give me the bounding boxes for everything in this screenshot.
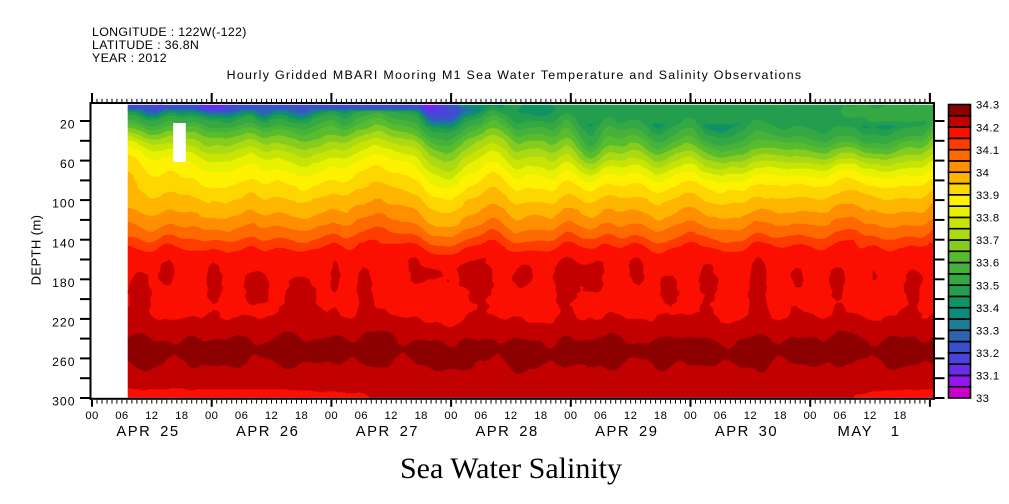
svg-text:18: 18 (534, 410, 547, 422)
svg-text:33: 33 (976, 393, 989, 405)
svg-text:33.8: 33.8 (976, 213, 1000, 225)
svg-text:33.1: 33.1 (976, 371, 1000, 383)
svg-text:18: 18 (654, 410, 667, 422)
svg-text:00: 00 (564, 410, 577, 422)
svg-text:300: 300 (52, 395, 75, 409)
svg-text:06: 06 (833, 410, 846, 422)
svg-text:12: 12 (863, 410, 876, 422)
svg-text:LONGITUDE : 122W(-122): LONGITUDE : 122W(-122) (92, 25, 247, 39)
svg-text:MAY 1: MAY 1 (838, 424, 901, 440)
svg-text:34: 34 (976, 167, 989, 179)
svg-text:APR 25: APR 25 (116, 424, 179, 440)
svg-text:00: 00 (444, 410, 457, 422)
svg-text:18: 18 (295, 410, 308, 422)
svg-text:APR 26: APR 26 (236, 424, 299, 440)
svg-text:APR 27: APR 27 (356, 424, 419, 440)
svg-text:33.4: 33.4 (976, 303, 1000, 315)
svg-text:00: 00 (85, 410, 98, 422)
svg-text:33.5: 33.5 (976, 280, 1000, 292)
svg-text:12: 12 (385, 410, 398, 422)
svg-text:34.1: 34.1 (976, 145, 1000, 157)
svg-text:100: 100 (52, 197, 75, 211)
svg-text:33.9: 33.9 (976, 190, 1000, 202)
svg-text:18: 18 (893, 410, 906, 422)
svg-text:220: 220 (52, 316, 75, 330)
svg-text:12: 12 (265, 410, 278, 422)
svg-text:06: 06 (355, 410, 368, 422)
svg-text:12: 12 (145, 410, 158, 422)
svg-text:06: 06 (594, 410, 607, 422)
svg-text:18: 18 (175, 410, 188, 422)
svg-text:YEAR : 2012: YEAR : 2012 (92, 51, 167, 65)
svg-text:06: 06 (474, 410, 487, 422)
svg-text:12: 12 (744, 410, 757, 422)
svg-text:00: 00 (205, 410, 218, 422)
svg-text:18: 18 (774, 410, 787, 422)
svg-text:Sea Water Salinity: Sea Water Salinity (400, 452, 622, 485)
svg-text:06: 06 (714, 410, 727, 422)
svg-text:DEPTH (m): DEPTH (m) (29, 215, 44, 286)
svg-text:34.2: 34.2 (976, 122, 1000, 134)
svg-text:33.6: 33.6 (976, 258, 1000, 270)
svg-text:00: 00 (325, 410, 338, 422)
svg-text:12: 12 (504, 410, 517, 422)
svg-text:00: 00 (804, 410, 817, 422)
svg-text:60: 60 (60, 157, 76, 171)
svg-text:APR 29: APR 29 (595, 424, 658, 440)
svg-text:APR 28: APR 28 (475, 424, 538, 440)
svg-text:00: 00 (684, 410, 697, 422)
svg-text:140: 140 (52, 236, 75, 250)
svg-text:34.3: 34.3 (976, 100, 1000, 112)
svg-text:33.7: 33.7 (976, 235, 1000, 247)
svg-text:06: 06 (115, 410, 128, 422)
svg-text:Hourly Gridded MBARI Mooring M: Hourly Gridded MBARI Mooring M1 Sea Wate… (227, 68, 803, 82)
svg-text:33.2: 33.2 (976, 348, 1000, 360)
svg-text:20: 20 (60, 118, 76, 132)
svg-text:18: 18 (415, 410, 428, 422)
svg-text:180: 180 (52, 276, 75, 290)
svg-text:06: 06 (235, 410, 248, 422)
svg-text:12: 12 (624, 410, 637, 422)
svg-text:APR 30: APR 30 (715, 424, 778, 440)
svg-text:LATITUDE : 36.8N: LATITUDE : 36.8N (92, 38, 199, 52)
svg-text:33.3: 33.3 (976, 326, 1000, 338)
svg-text:260: 260 (52, 355, 75, 369)
